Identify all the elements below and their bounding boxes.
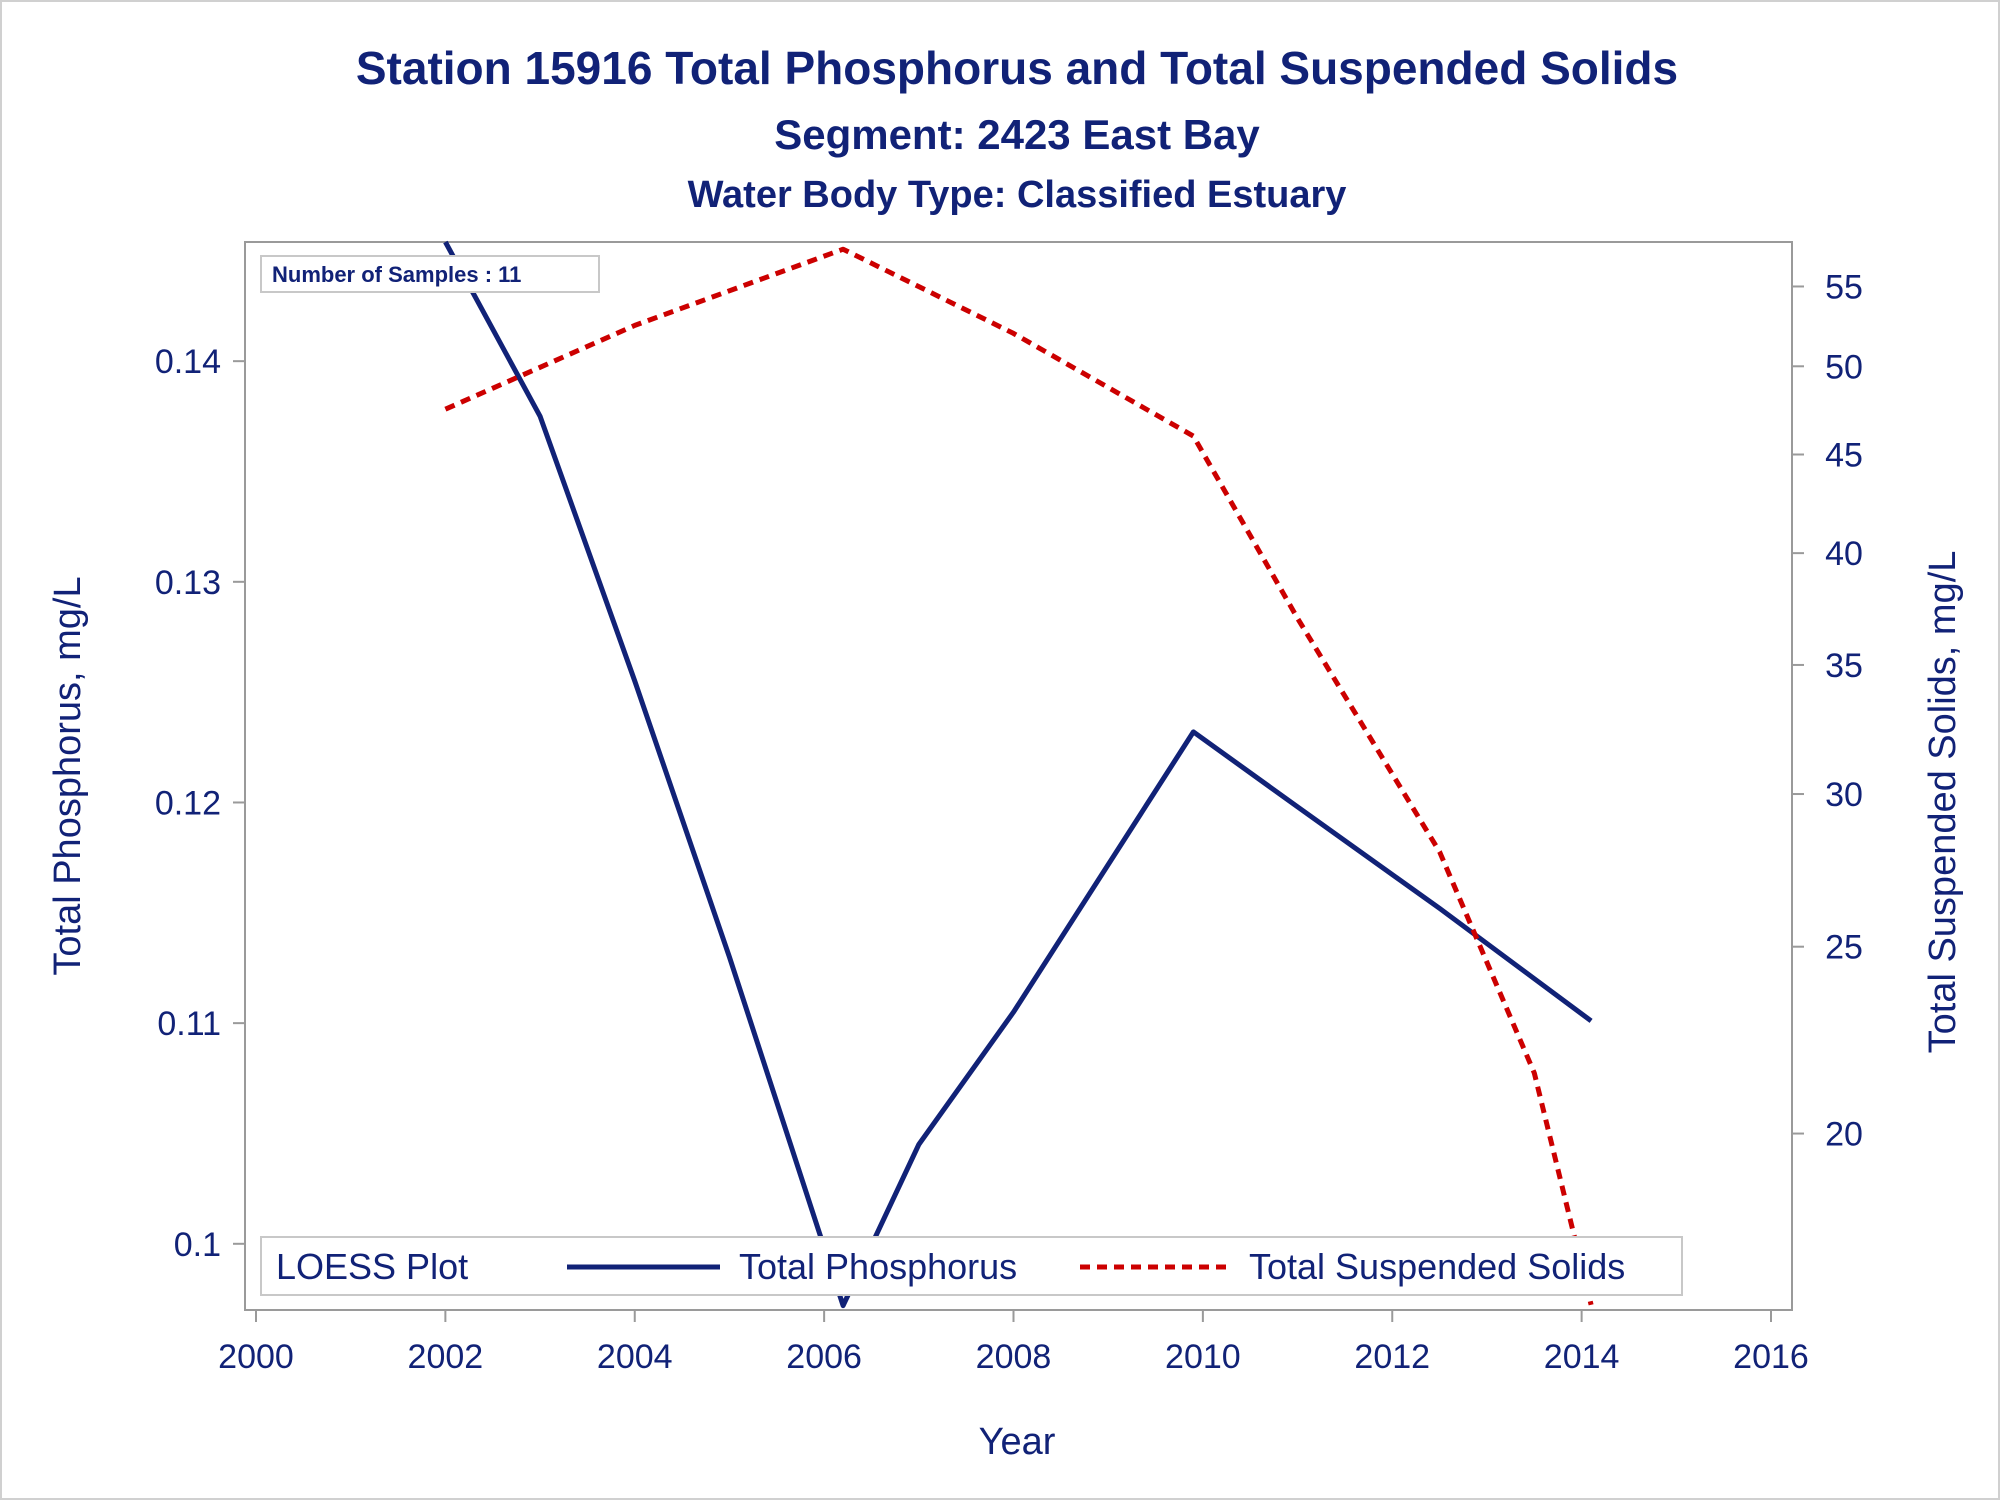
x-tick-label: 2012 [1354,1338,1430,1376]
sample-count-label: Number of Samples : 11 [272,262,521,287]
y-axis: 0.1 0.11 0.12 0.13 0.14 [155,343,245,1264]
legend-label-total-phosphorus: Total Phosphorus [739,1246,1017,1287]
legend-label-total-suspended-solids: Total Suspended Solids [1249,1246,1625,1287]
y-tick-label: 0.11 [157,1005,221,1043]
plot-area [244,241,1793,1311]
y-tick-label: 0.14 [155,343,221,381]
legend: LOESS Plot Total Phosphorus Total Suspen… [260,1236,1683,1296]
y2-tick-label: 50 [1825,348,1863,386]
y2-tick-label: 30 [1825,776,1863,814]
y-axis-title: Total Phosphorus, mg/L [47,576,89,975]
x-tick-label: 2016 [1733,1338,1809,1376]
x-tick-label: 2010 [1165,1338,1241,1376]
y-tick-label: 0.1 [174,1226,221,1264]
y2-axis-title: Total Suspended Solids, mg/L [1922,551,1964,1054]
y2-axis: 20 25 30 35 40 45 50 55 [1792,268,1863,1154]
x-tick-label: 2000 [218,1338,294,1376]
y2-tick-label: 40 [1825,535,1863,573]
legend-box [260,1236,1683,1296]
legend-title: LOESS Plot [276,1246,468,1287]
series-layer [443,240,1594,1309]
y-tick-label: 0.13 [155,564,221,602]
x-tick-label: 2006 [786,1338,862,1376]
x-tick-label: 2008 [976,1338,1052,1376]
x-axis: 2000 2002 2004 2006 2008 2010 2012 2014 2016 [218,1310,1809,1376]
x-tick-label: 2002 [408,1338,484,1376]
y2-tick-label: 25 [1825,929,1863,967]
chart-subtitle: Segment: 2423 East Bay [774,111,1260,158]
y2-tick-label: 35 [1825,647,1863,685]
y-tick-label: 0.12 [155,784,221,822]
chart-title: Station 15916 Total Phosphorus and Total… [356,42,1678,94]
series-line-total-suspended-solids [444,246,1594,1306]
sample-count-box [260,255,600,293]
x-tick-label: 2004 [597,1338,673,1376]
series-line-total-phosphorus [443,240,1593,1309]
y2-tick-label: 20 [1825,1116,1863,1154]
x-axis-title: Year [979,1421,1056,1463]
chart-subtitle-2: Water Body Type: Classified Estuary [688,174,1347,216]
y2-tick-label: 55 [1825,268,1863,306]
y2-tick-label: 45 [1825,437,1863,475]
x-tick-label: 2014 [1544,1338,1620,1376]
